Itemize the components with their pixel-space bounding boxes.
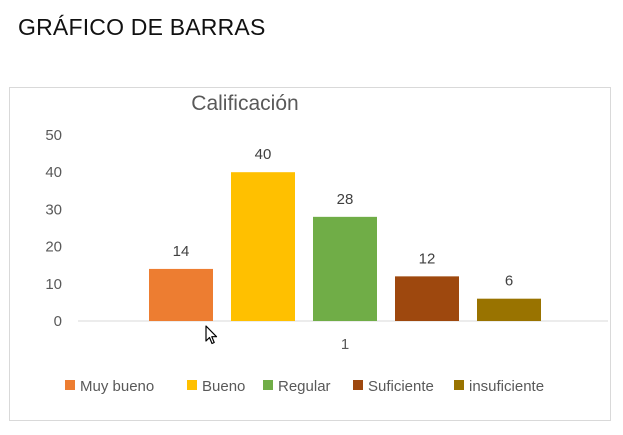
legend-swatch (65, 380, 75, 390)
legend-label: Muy bueno (80, 378, 154, 395)
bar-suficiente (395, 276, 459, 321)
y-tick-label: 40 (45, 164, 62, 181)
page-heading: GRÁFICO DE BARRAS (18, 14, 266, 40)
mouse-cursor-icon (205, 325, 218, 345)
legend-swatch (454, 380, 464, 390)
y-tick-label: 30 (45, 201, 62, 218)
legend-label: Regular (278, 378, 331, 395)
legend-swatch (263, 380, 273, 390)
bars (149, 172, 541, 321)
y-axis-ticks: 0 10 20 30 40 50 (45, 127, 62, 330)
legend: Muy bueno Bueno Regular Suficiente insuficie… (65, 378, 544, 395)
chart-frame: Calificación 0 10 20 30 40 50 14 40 28 12 6 1 Muy… (9, 87, 611, 421)
legend-swatch (353, 380, 363, 390)
bar-insuficiente (477, 298, 541, 321)
legend-swatch (187, 380, 197, 390)
legend-label: Bueno (202, 378, 245, 395)
y-tick-label: 20 (45, 239, 62, 256)
bar-data-label: 12 (419, 250, 436, 267)
bar-data-labels: 14 40 28 12 6 (173, 146, 514, 289)
bar-data-label: 14 (173, 243, 190, 260)
bar-chart: Calificación 0 10 20 30 40 50 14 40 28 12 6 1 Muy… (45, 92, 608, 395)
y-tick-label: 50 (45, 127, 62, 144)
legend-label: Suficiente (368, 378, 434, 395)
bar-muy-bueno (149, 268, 213, 321)
bar-regular (313, 216, 377, 321)
bar-data-label: 28 (337, 191, 354, 208)
x-axis-ticks: 1 (341, 336, 349, 353)
y-tick-label: 10 (45, 276, 62, 293)
bar-data-label: 40 (255, 146, 272, 163)
bar-bueno (231, 172, 295, 321)
bar-data-label: 6 (505, 273, 513, 290)
chart-title: Calificación (191, 92, 298, 115)
legend-label: insuficiente (469, 378, 544, 395)
y-tick-label: 0 (54, 313, 62, 330)
x-tick-label: 1 (341, 336, 349, 353)
